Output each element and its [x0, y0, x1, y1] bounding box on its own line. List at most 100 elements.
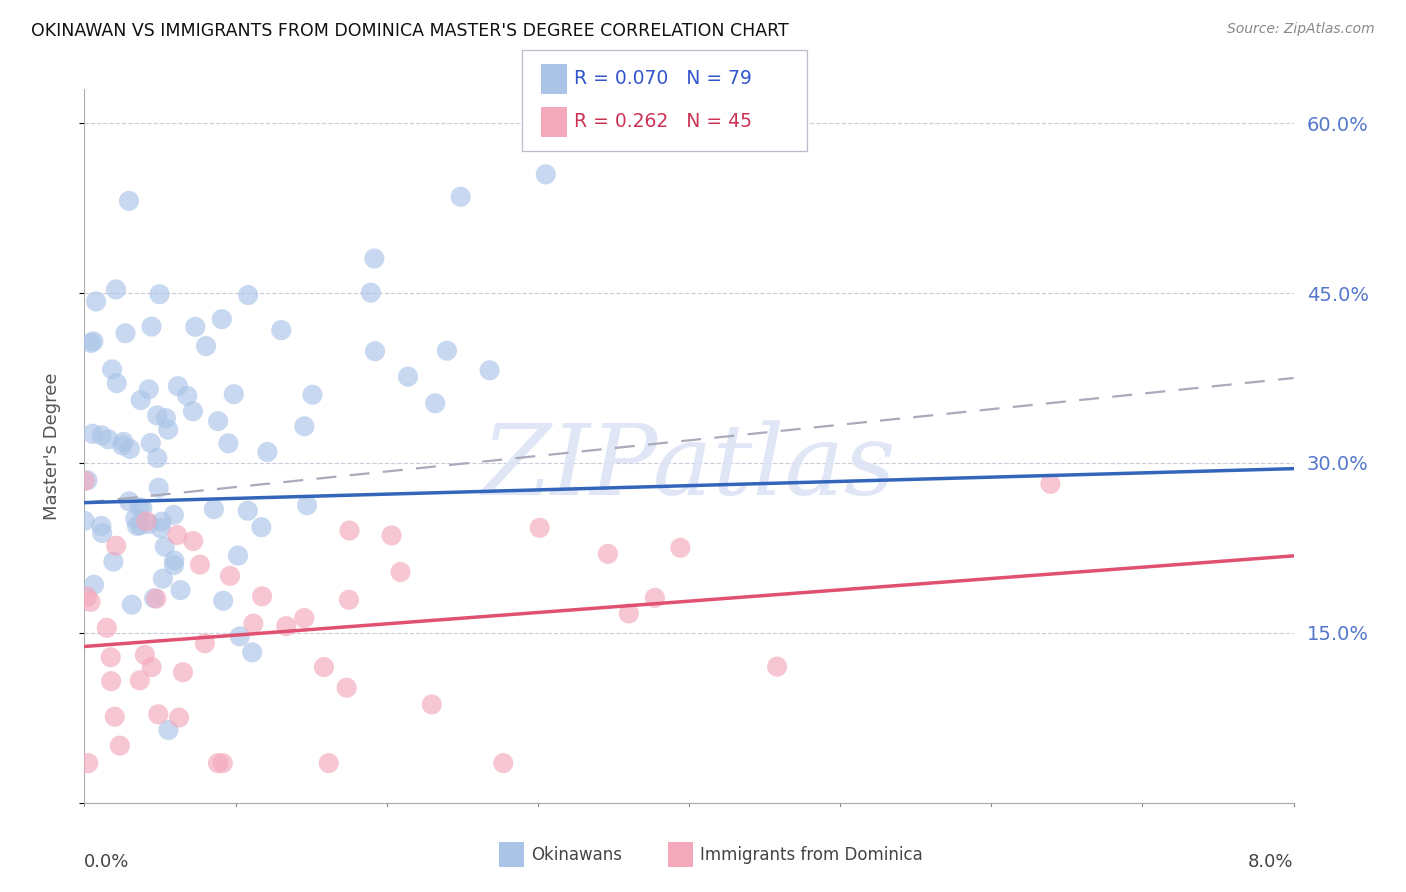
Text: Source: ZipAtlas.com: Source: ZipAtlas.com [1227, 22, 1375, 37]
Point [617, 607, 640, 621]
Point [118, 194, 141, 208]
Point [152, 572, 174, 586]
Text: OKINAWAN VS IMMIGRANTS FROM DOMINICA MASTER'S DEGREE CORRELATION CHART: OKINAWAN VS IMMIGRANTS FROM DOMINICA MAS… [31, 22, 789, 40]
Point [141, 319, 163, 334]
Point [420, 698, 443, 712]
Point [363, 252, 385, 266]
Point [596, 547, 619, 561]
Point [1039, 476, 1062, 491]
Point [104, 710, 127, 724]
Point [153, 540, 176, 554]
Point [766, 659, 789, 673]
Point [229, 629, 252, 643]
Point [90, 428, 112, 442]
Point [337, 592, 360, 607]
Point [108, 739, 131, 753]
Point [336, 681, 359, 695]
Point [184, 319, 207, 334]
Point [169, 583, 191, 598]
Text: Okinawans: Okinawans [531, 846, 623, 863]
Point [131, 501, 153, 516]
Point [112, 434, 135, 449]
Point [163, 553, 186, 567]
Point [644, 591, 666, 605]
Point [146, 450, 169, 465]
Point [256, 445, 278, 459]
Point [270, 323, 292, 337]
Point [194, 636, 217, 650]
Point [90, 519, 112, 533]
Y-axis label: Master's Degree: Master's Degree [42, 372, 60, 520]
Point [492, 756, 515, 771]
Point [82, 334, 104, 349]
Point [176, 389, 198, 403]
Point [318, 756, 340, 771]
Point [396, 369, 419, 384]
Point [155, 411, 177, 425]
Point [236, 288, 259, 302]
Point [128, 673, 150, 688]
Point [217, 436, 239, 450]
Point [207, 756, 229, 771]
Point [138, 516, 160, 531]
Point [364, 344, 387, 359]
Point [100, 650, 122, 665]
Text: 8.0%: 8.0% [1249, 853, 1294, 871]
Point [292, 611, 315, 625]
Point [105, 539, 128, 553]
Point [150, 515, 173, 529]
Point [146, 409, 169, 423]
Point [669, 541, 692, 555]
Point [242, 616, 264, 631]
Point [121, 598, 143, 612]
Point [240, 645, 263, 659]
Point [157, 723, 180, 737]
Point [125, 518, 148, 533]
Point [339, 524, 361, 538]
Point [172, 665, 194, 680]
Point [360, 285, 382, 300]
Point [145, 591, 167, 606]
Point [534, 167, 557, 181]
Point [478, 363, 501, 377]
Point [84, 294, 107, 309]
Point [295, 498, 318, 512]
Point [118, 442, 141, 456]
Point [250, 590, 273, 604]
Point [380, 528, 402, 542]
Point [105, 282, 128, 296]
Point [181, 534, 204, 549]
Point [128, 500, 150, 515]
Point [139, 436, 162, 450]
Point [105, 376, 128, 391]
Point [250, 520, 273, 534]
Point [134, 648, 156, 662]
Point [226, 549, 249, 563]
Point [163, 558, 186, 573]
Point [207, 414, 229, 428]
Point [167, 379, 190, 393]
Point [181, 404, 204, 418]
Point [212, 593, 235, 607]
Text: Immigrants from Dominica: Immigrants from Dominica [700, 846, 922, 863]
Point [77, 756, 100, 771]
Point [211, 756, 233, 771]
Point [79, 595, 101, 609]
Point [76, 473, 98, 487]
Point [82, 426, 104, 441]
Point [312, 660, 335, 674]
Point [118, 494, 141, 508]
Text: ZIPatlas: ZIPatlas [482, 420, 896, 515]
Point [76, 590, 98, 604]
Text: R = 0.262   N = 45: R = 0.262 N = 45 [574, 112, 752, 131]
Point [103, 555, 125, 569]
Point [236, 504, 259, 518]
Point [96, 621, 118, 635]
Point [167, 710, 190, 724]
Point [111, 438, 134, 452]
Point [166, 528, 188, 542]
Point [425, 396, 447, 410]
Point [301, 388, 323, 402]
Point [211, 312, 233, 326]
Point [141, 660, 163, 674]
